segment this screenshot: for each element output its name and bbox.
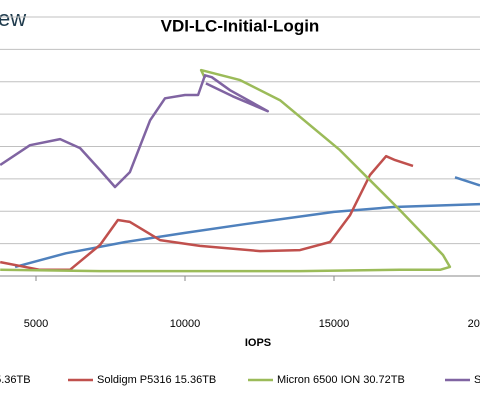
x-axis-label: IOPS — [245, 337, 271, 349]
x-tick-label: 15000 — [319, 318, 350, 330]
x-tick-label: 10000 — [170, 318, 201, 330]
legend-label: Soldigm P5316 15.36TB — [97, 374, 216, 386]
series-line — [14, 176, 480, 269]
logo: ew — [0, 6, 26, 31]
chart-title: VDI-LC-Initial-Login — [161, 16, 320, 35]
legend-label: So — [474, 374, 480, 386]
x-tick-label: 20000 — [468, 318, 480, 330]
x-tick-label: 5000 — [24, 318, 48, 330]
series-line — [0, 74, 270, 189]
legend-label: Micron 6500 ION 30.72TB — [277, 374, 405, 386]
legend-label: 15.36TB — [0, 374, 31, 386]
series-line — [0, 68, 452, 273]
series-line — [0, 154, 414, 272]
